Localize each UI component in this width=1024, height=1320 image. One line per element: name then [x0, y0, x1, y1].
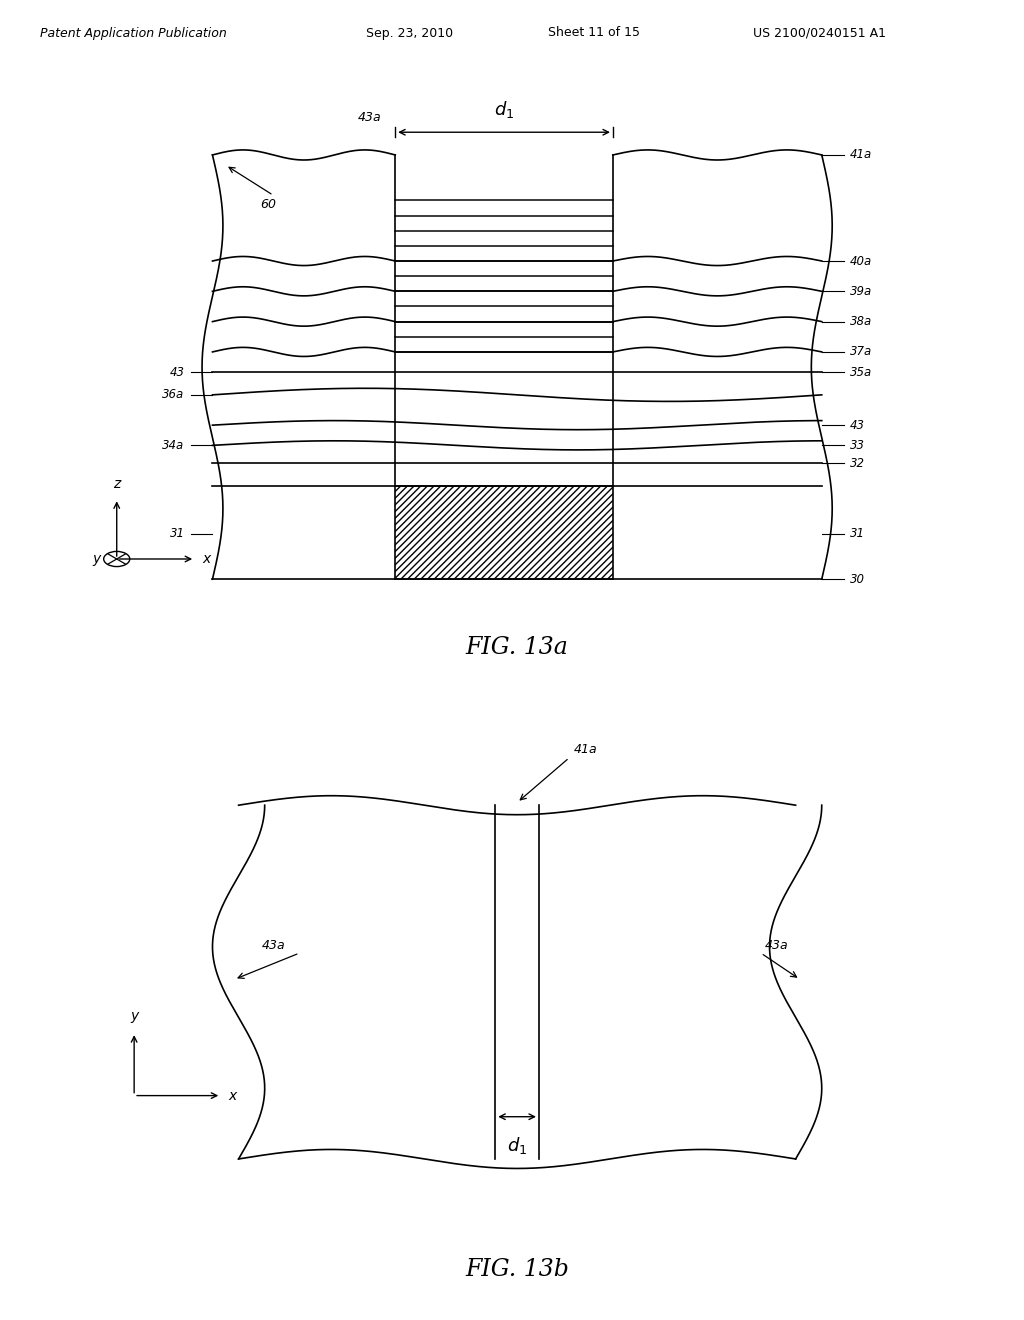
Text: 33: 33 [850, 438, 864, 451]
Text: FIG. 13a: FIG. 13a [466, 636, 568, 659]
Text: $d_1$: $d_1$ [507, 1135, 527, 1156]
Text: 37a: 37a [850, 346, 871, 359]
Text: 31: 31 [170, 527, 184, 540]
Text: 35a: 35a [850, 366, 871, 379]
Text: FIG. 13b: FIG. 13b [465, 1258, 569, 1282]
Text: 43a: 43a [357, 111, 381, 124]
Bar [395, 486, 612, 579]
Text: $d_1$: $d_1$ [494, 99, 514, 120]
Text: 43: 43 [850, 418, 864, 432]
Text: Patent Application Publication: Patent Application Publication [40, 26, 226, 40]
Text: 41a: 41a [573, 743, 597, 756]
Text: 30: 30 [850, 573, 864, 586]
Text: y: y [130, 1008, 138, 1023]
Text: 36a: 36a [163, 388, 184, 401]
Text: 43a: 43a [261, 939, 286, 952]
Text: y: y [93, 552, 101, 566]
Text: 40a: 40a [850, 255, 871, 268]
Text: x: x [202, 552, 210, 566]
Text: 60: 60 [260, 198, 276, 211]
Text: 39a: 39a [850, 285, 871, 298]
Text: 34a: 34a [163, 438, 184, 451]
Text: 38a: 38a [850, 315, 871, 329]
Text: US 2100/0240151 A1: US 2100/0240151 A1 [753, 26, 886, 40]
Text: 32: 32 [850, 457, 864, 470]
Text: 41a: 41a [850, 148, 871, 161]
Text: 43: 43 [170, 366, 184, 379]
Text: Sheet 11 of 15: Sheet 11 of 15 [548, 26, 640, 40]
Text: 31: 31 [850, 527, 864, 540]
Text: z: z [113, 477, 121, 491]
Text: x: x [228, 1089, 237, 1102]
Text: Sep. 23, 2010: Sep. 23, 2010 [366, 26, 454, 40]
Text: 43a: 43a [765, 939, 788, 952]
